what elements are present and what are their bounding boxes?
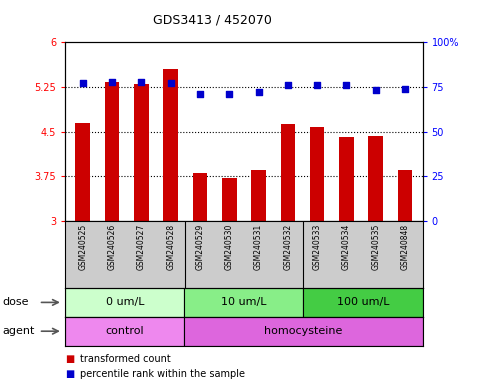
Bar (398, 170, 412, 221)
Text: percentile rank within the sample: percentile rank within the sample (80, 369, 245, 379)
Point (313, 82, 321, 88)
Text: GSM240525: GSM240525 (78, 223, 87, 270)
Point (138, 78, 145, 84)
Text: GSM240528: GSM240528 (166, 223, 175, 270)
Text: agent: agent (2, 326, 35, 336)
Point (196, 91, 204, 97)
Bar (105, 82, 119, 221)
Point (284, 82, 292, 88)
Bar (185, 288, 303, 317)
Point (108, 78, 116, 84)
Text: 100 um/L: 100 um/L (337, 297, 389, 308)
Text: GSM240529: GSM240529 (196, 223, 204, 270)
Point (342, 82, 350, 88)
Text: GSM240533: GSM240533 (313, 223, 322, 270)
Text: GSM240531: GSM240531 (254, 223, 263, 270)
Text: ■: ■ (65, 354, 74, 364)
Bar (310, 127, 325, 221)
Text: 0 um/L: 0 um/L (105, 297, 144, 308)
Point (167, 80, 174, 86)
Point (255, 89, 262, 95)
Bar (251, 170, 266, 221)
Bar (193, 173, 207, 221)
Bar (134, 84, 149, 221)
Text: 10 um/L: 10 um/L (221, 297, 267, 308)
Bar (303, 288, 423, 317)
Text: homocysteine: homocysteine (264, 326, 342, 336)
Bar (369, 136, 383, 221)
Point (79, 80, 86, 86)
Text: GSM240526: GSM240526 (108, 223, 116, 270)
Point (226, 91, 233, 97)
Text: dose: dose (2, 297, 29, 308)
Text: GSM240527: GSM240527 (137, 223, 146, 270)
Bar (75, 122, 90, 221)
Point (372, 88, 380, 94)
Bar (222, 178, 237, 221)
Text: GSM240530: GSM240530 (225, 223, 234, 270)
Text: transformed count: transformed count (80, 354, 170, 364)
Text: control: control (105, 326, 144, 336)
Bar (281, 124, 295, 221)
Text: GSM240534: GSM240534 (342, 223, 351, 270)
Text: GDS3413 / 452070: GDS3413 / 452070 (153, 13, 272, 26)
Bar (65, 317, 185, 346)
Bar (163, 69, 178, 221)
Text: GSM240848: GSM240848 (400, 223, 410, 270)
Bar (339, 137, 354, 221)
Text: GSM240535: GSM240535 (371, 223, 380, 270)
Text: GSM240532: GSM240532 (284, 223, 292, 270)
Point (401, 86, 409, 92)
Bar (185, 317, 423, 346)
Text: ■: ■ (65, 369, 74, 379)
Bar (65, 288, 185, 317)
